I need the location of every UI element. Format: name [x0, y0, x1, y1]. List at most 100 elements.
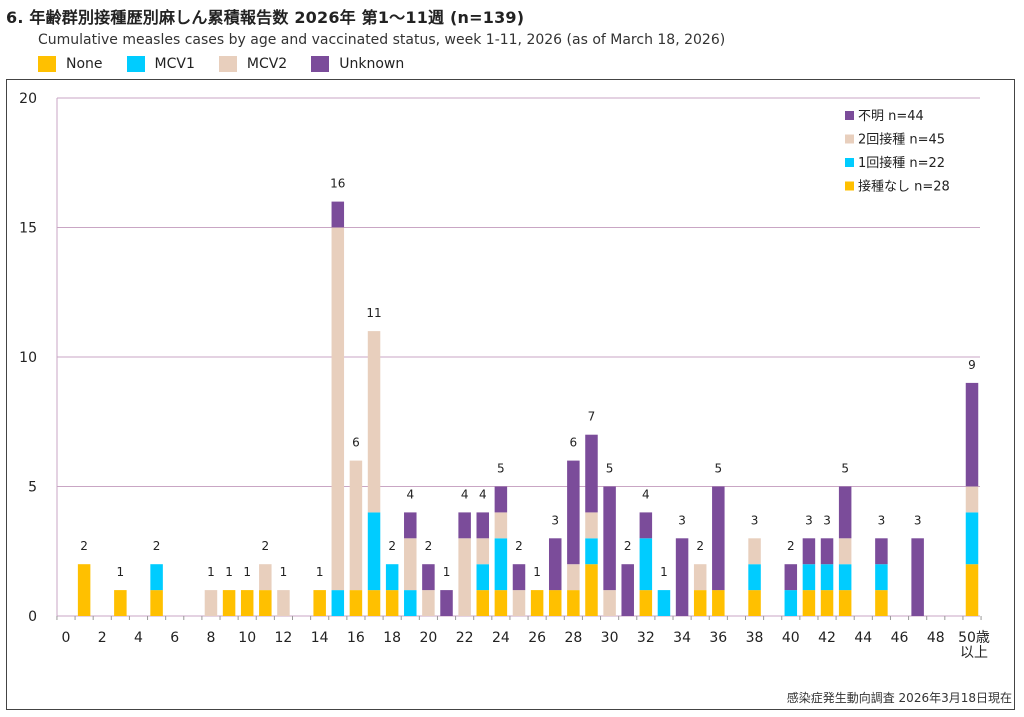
data-label-total-age-12: 1 [280, 565, 288, 579]
legend-label-none: None [66, 56, 103, 72]
bar-segment-mcv1-age-24 [494, 538, 508, 591]
bar-segment-mcv2-age-16 [349, 460, 363, 591]
bar-segment-unknown-age-24 [494, 486, 508, 513]
bar-segment-mcv1-age-38 [748, 564, 761, 591]
x-tick-label: 30 [601, 630, 619, 646]
bar-segment-none-age-50+ [965, 564, 979, 616]
inner-legend-label-none: 接種なし n=28 [858, 179, 950, 195]
x-tick-label: 24 [492, 630, 510, 646]
bar-segment-unknown-age-45 [875, 538, 888, 565]
legend-label-mcv2: MCV2 [246, 56, 288, 72]
x-tick-label: 40 [782, 630, 800, 646]
bar-segment-mcv2-age-24 [494, 512, 508, 539]
bar-segment-mcv2-age-11 [259, 564, 272, 591]
bar-segment-mcv2-age-19 [404, 538, 417, 591]
y-tick-label-15: 15 [19, 221, 37, 237]
y-tick-label-5: 5 [28, 480, 37, 496]
bar-segment-none-age-11 [259, 590, 272, 616]
bar-segment-unknown-age-47 [911, 538, 924, 616]
data-label-total-age-16: 6 [352, 436, 360, 450]
bar-segment-mcv2-age-50+ [965, 486, 979, 513]
bar-segment-unknown-age-50+ [965, 382, 979, 487]
data-label-total-age-36: 5 [714, 462, 722, 476]
data-label-total-age-24: 5 [497, 462, 505, 476]
bar-segment-unknown-age-43 [838, 486, 852, 539]
data-label-total-age-47: 3 [914, 513, 922, 527]
x-tick-label: 38 [746, 630, 764, 646]
bar-segment-none-age-1 [77, 564, 91, 616]
bar-segment-mcv2-age-35 [693, 564, 707, 591]
inner-legend-swatch-unknown [845, 111, 854, 120]
inner-legend-swatch-none [845, 181, 854, 191]
top-legend-item-none: None [38, 56, 103, 72]
bar-segment-none-age-38 [748, 590, 761, 616]
legend-swatch-mcv2 [218, 56, 237, 72]
inner-legend-swatch-mcv1 [845, 158, 854, 167]
bar-segment-none-age-26 [530, 590, 544, 616]
bar-segment-mcv1-age-29 [585, 538, 598, 565]
bar-segment-mcv1-age-45 [875, 564, 888, 591]
bar-segment-none-age-28 [567, 590, 580, 616]
bar-segment-unknown-age-40 [784, 564, 798, 591]
bar-segment-none-age-35 [693, 590, 707, 616]
bar-segment-unknown-age-15 [331, 201, 345, 228]
y-tick-label-0: 0 [28, 609, 37, 625]
bar-segment-mcv2-age-28 [567, 564, 580, 591]
x-tick-label: 34 [673, 630, 691, 646]
bar-segment-mcv1-age-43 [838, 564, 852, 591]
bar-segment-unknown-age-36 [712, 486, 725, 591]
bar-segment-mcv1-age-50+ [965, 512, 979, 565]
data-label-total-age-40: 2 [787, 539, 795, 553]
bar-segment-mcv1-age-42 [820, 564, 834, 591]
bar-segment-none-age-32 [639, 590, 653, 616]
source-note: 感染症発生動向調査 2026年3月18日現在 [786, 691, 1012, 705]
bar-segment-mcv2-age-25 [512, 590, 526, 616]
x-tick-label: 10 [238, 630, 256, 646]
legend-swatch-unknown [311, 56, 330, 72]
bar-segment-mcv1-age-17 [367, 512, 381, 591]
bar-segment-mcv1-age-33 [657, 590, 671, 616]
x-tick-label: 32 [637, 630, 655, 646]
bar-segment-none-age-9 [222, 590, 236, 616]
bar-segment-none-age-27 [548, 590, 562, 616]
data-label-total-age-23: 4 [479, 487, 487, 501]
bar-segment-mcv2-age-23 [476, 538, 490, 565]
bar-segment-mcv2-age-43 [838, 538, 852, 565]
data-label-total-age-8: 1 [207, 565, 215, 579]
bar-segment-none-age-16 [349, 590, 363, 616]
data-label-total-age-15: 16 [330, 177, 345, 191]
x-tick-label: 18 [383, 630, 401, 646]
data-label-total-age-27: 3 [551, 513, 559, 527]
legend-swatch-mcv1 [126, 56, 145, 72]
bar-segment-none-age-29 [585, 564, 598, 616]
inner-legend: 不明 n=44 2回接種 n=45 1回接種 n=22 接種なし n=28 [845, 109, 950, 195]
bar-segment-unknown-age-34 [675, 538, 689, 616]
x-tick-label: 8 [206, 630, 215, 646]
y-tick-label-20: 20 [19, 91, 37, 107]
bars [77, 201, 979, 616]
bar-segment-mcv2-age-30 [603, 590, 616, 616]
bar-segment-mcv2-age-38 [748, 538, 761, 565]
data-label-total-age-21: 1 [443, 565, 451, 579]
inner-legend-swatch-mcv2 [845, 134, 854, 144]
bar-segment-none-age-42 [820, 590, 834, 616]
bar-segment-mcv1-age-5 [150, 564, 163, 591]
bar-segment-mcv1-age-15 [331, 590, 345, 616]
bar-segment-unknown-age-25 [512, 564, 526, 591]
bar-segment-mcv2-age-15 [331, 227, 345, 591]
bar-segment-unknown-age-22 [458, 512, 471, 539]
top-legend-item-unknown: Unknown [311, 56, 404, 72]
x-tick-label: 26 [528, 630, 546, 646]
data-label-total-age-43: 5 [841, 462, 849, 476]
data-label-total-age-22: 4 [461, 487, 469, 501]
bar-segment-none-age-43 [838, 590, 852, 616]
bar-segment-mcv1-age-19 [404, 590, 417, 616]
x-tick-label: 46 [891, 630, 909, 646]
bar-segment-unknown-age-28 [567, 460, 580, 565]
data-label-total-age-32: 4 [642, 487, 650, 501]
bar-segment-unknown-age-29 [585, 434, 598, 513]
legend-label-mcv1: MCV1 [154, 56, 195, 72]
data-label-total-age-9: 1 [225, 565, 233, 579]
